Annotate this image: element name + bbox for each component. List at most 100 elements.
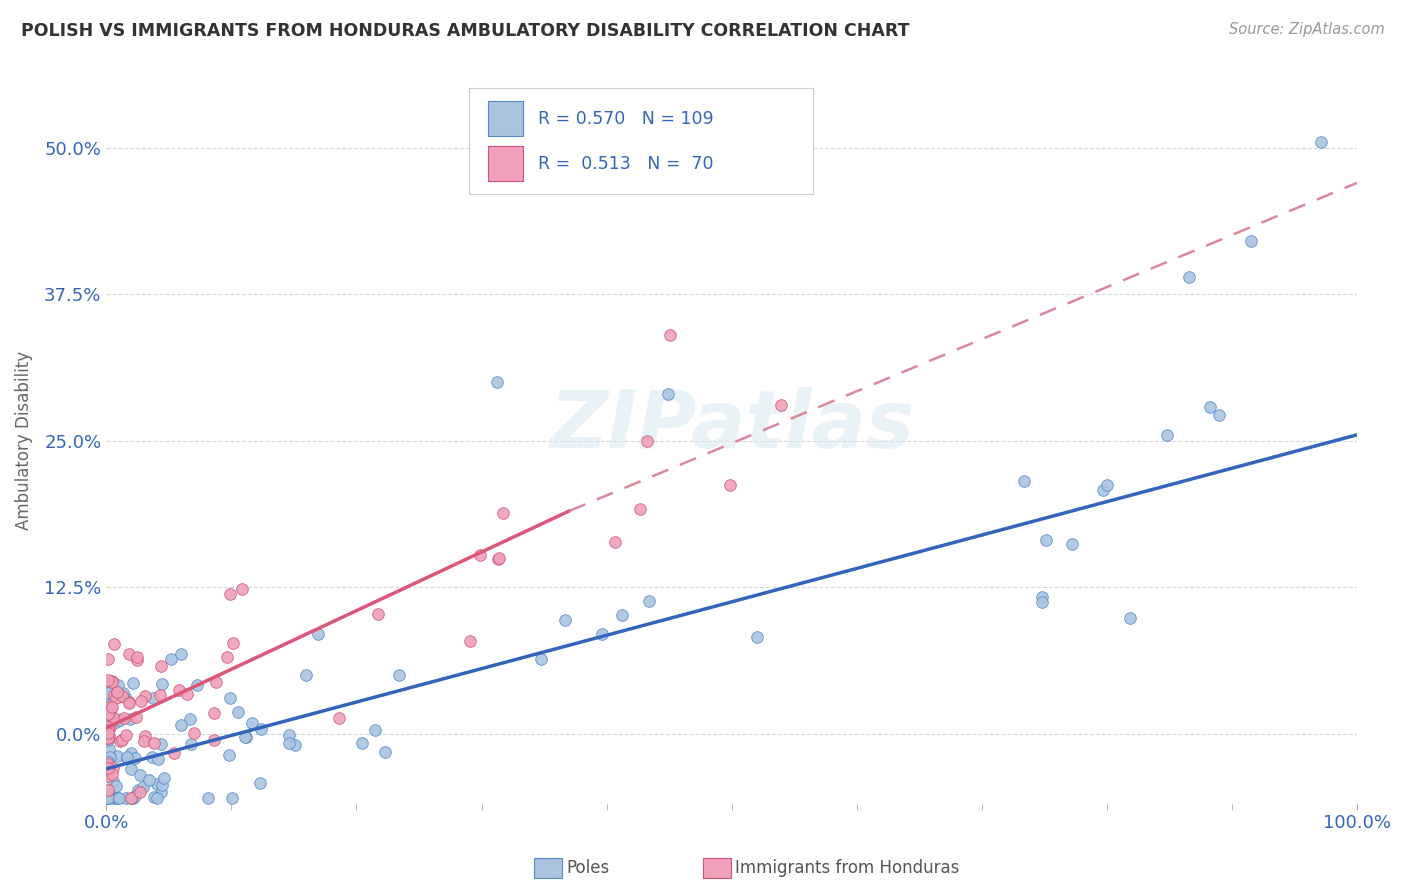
Point <box>101 700 124 714</box>
Point <box>97 723 120 738</box>
Point <box>610 607 633 622</box>
Point <box>143 736 166 750</box>
Point <box>129 785 152 799</box>
Point <box>160 652 183 666</box>
Point <box>122 791 145 805</box>
Point <box>97 732 120 747</box>
Point <box>97 788 120 802</box>
Point <box>167 682 190 697</box>
Point <box>149 737 172 751</box>
Point <box>218 747 240 762</box>
Point <box>108 713 131 727</box>
Point <box>132 733 155 747</box>
Point <box>124 789 146 804</box>
Point <box>120 712 142 726</box>
Point <box>718 477 741 491</box>
Point <box>112 711 135 725</box>
Text: Poles: Poles <box>567 859 610 877</box>
Point <box>103 711 125 725</box>
Point <box>134 689 156 703</box>
Point <box>170 718 193 732</box>
Point <box>226 705 249 719</box>
Point <box>125 710 148 724</box>
Point <box>530 652 553 666</box>
Y-axis label: Ambulatory Disability: Ambulatory Disability <box>15 351 32 530</box>
Point <box>150 778 173 792</box>
Point <box>294 668 316 682</box>
Point <box>97 791 120 805</box>
Point <box>215 649 238 664</box>
Point <box>101 712 124 726</box>
FancyBboxPatch shape <box>470 88 813 194</box>
Point <box>121 675 143 690</box>
Point <box>101 679 124 693</box>
Point <box>97 731 120 745</box>
Point <box>129 768 152 782</box>
Point <box>146 791 169 805</box>
Point <box>125 653 148 667</box>
Point <box>100 750 122 764</box>
Point <box>364 723 387 737</box>
Point <box>149 688 172 702</box>
Point <box>103 637 125 651</box>
Point <box>1208 408 1230 422</box>
Point <box>1012 474 1035 488</box>
Point <box>628 501 651 516</box>
Point <box>98 704 121 718</box>
Point <box>97 791 120 805</box>
Point <box>115 751 138 765</box>
Point <box>97 731 120 745</box>
Point <box>115 791 138 805</box>
Text: Immigrants from Honduras: Immigrants from Honduras <box>735 859 960 877</box>
Point <box>240 716 263 731</box>
Point <box>97 723 120 738</box>
Point <box>1031 595 1053 609</box>
Point <box>120 791 142 805</box>
Point <box>277 728 299 742</box>
Point <box>485 375 508 389</box>
Point <box>97 759 120 773</box>
Point <box>591 627 613 641</box>
Point <box>205 675 228 690</box>
Point <box>388 668 411 682</box>
Point <box>97 700 120 714</box>
Point <box>149 785 172 799</box>
Point <box>374 745 396 759</box>
Point <box>97 791 120 805</box>
Point <box>769 399 792 413</box>
Point <box>97 790 120 805</box>
Point <box>98 741 121 756</box>
Point <box>103 774 125 789</box>
Point <box>153 771 176 785</box>
Point <box>97 686 120 700</box>
Point <box>108 734 131 748</box>
Point <box>1119 611 1142 625</box>
Point <box>132 780 155 795</box>
Text: POLISH VS IMMIGRANTS FROM HONDURAS AMBULATORY DISABILITY CORRELATION CHART: POLISH VS IMMIGRANTS FROM HONDURAS AMBUL… <box>21 22 910 40</box>
Point <box>112 686 135 700</box>
Point <box>745 631 768 645</box>
Point <box>97 706 120 721</box>
Point <box>97 731 120 746</box>
Point <box>97 769 120 783</box>
Point <box>492 506 515 520</box>
Point <box>367 607 389 621</box>
Point <box>97 698 120 713</box>
Point <box>1092 483 1115 498</box>
Point <box>249 775 271 789</box>
Point <box>101 675 124 690</box>
Text: R =  0.513   N =  70: R = 0.513 N = 70 <box>538 155 713 173</box>
Point <box>179 712 201 726</box>
Point <box>233 730 256 744</box>
Point <box>97 720 120 734</box>
Point <box>1310 135 1333 149</box>
Point <box>284 738 307 752</box>
Point <box>124 750 146 764</box>
Point <box>97 791 120 805</box>
Point <box>1060 537 1083 551</box>
Point <box>104 780 127 794</box>
Point <box>97 782 120 797</box>
Point <box>97 791 120 805</box>
Point <box>1178 269 1201 284</box>
Point <box>488 551 510 566</box>
